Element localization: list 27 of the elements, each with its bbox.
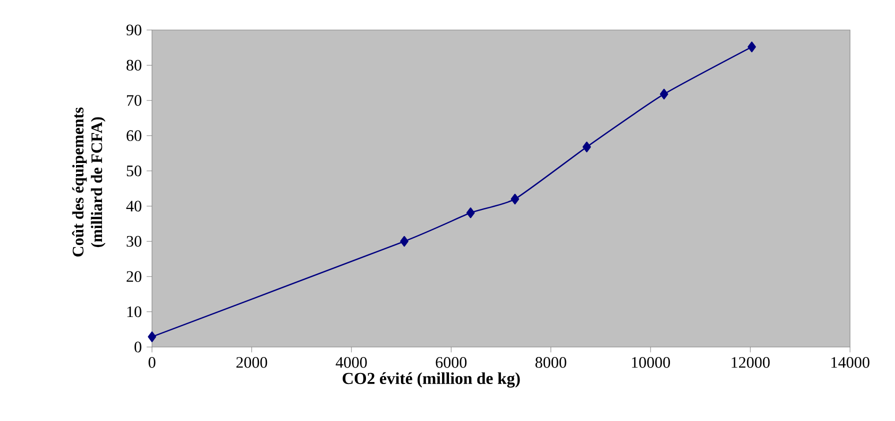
point [660, 88, 668, 100]
y-tick-label: 0 [134, 342, 142, 352]
y-tick-label: 20 [126, 271, 142, 282]
y-tick-label: 30 [126, 236, 142, 247]
x-tick-label: 2000 [236, 357, 268, 368]
point [148, 331, 156, 342]
x-tick-label: 8000 [535, 357, 566, 368]
x-tick-label: 12000 [732, 357, 770, 368]
point [400, 236, 408, 247]
y-tick-label: 60 [126, 130, 142, 142]
x-tick-label: 4000 [336, 357, 367, 368]
y-tick-label: 70 [127, 95, 142, 106]
x-tick-label: 0 [148, 357, 156, 368]
x-tick-label: 14000 [831, 357, 870, 368]
y-tick-label: 10 [127, 306, 142, 318]
point [748, 42, 756, 52]
y-tick-label: 40 [126, 200, 142, 212]
y-tick-label: 80 [126, 60, 142, 71]
y-tick-label: 90 [126, 24, 142, 36]
x-tick-label: 6000 [436, 357, 467, 368]
y-tick-label: 50 [126, 165, 142, 176]
point [466, 207, 475, 218]
point [582, 142, 591, 152]
x-tick-label: 10000 [632, 357, 670, 368]
y-axis-title: Coût des équipements (milliard de FCFA) [72, 107, 106, 257]
point [510, 194, 520, 204]
x-axis-title: CO2 évité (million de kg) [342, 372, 520, 388]
